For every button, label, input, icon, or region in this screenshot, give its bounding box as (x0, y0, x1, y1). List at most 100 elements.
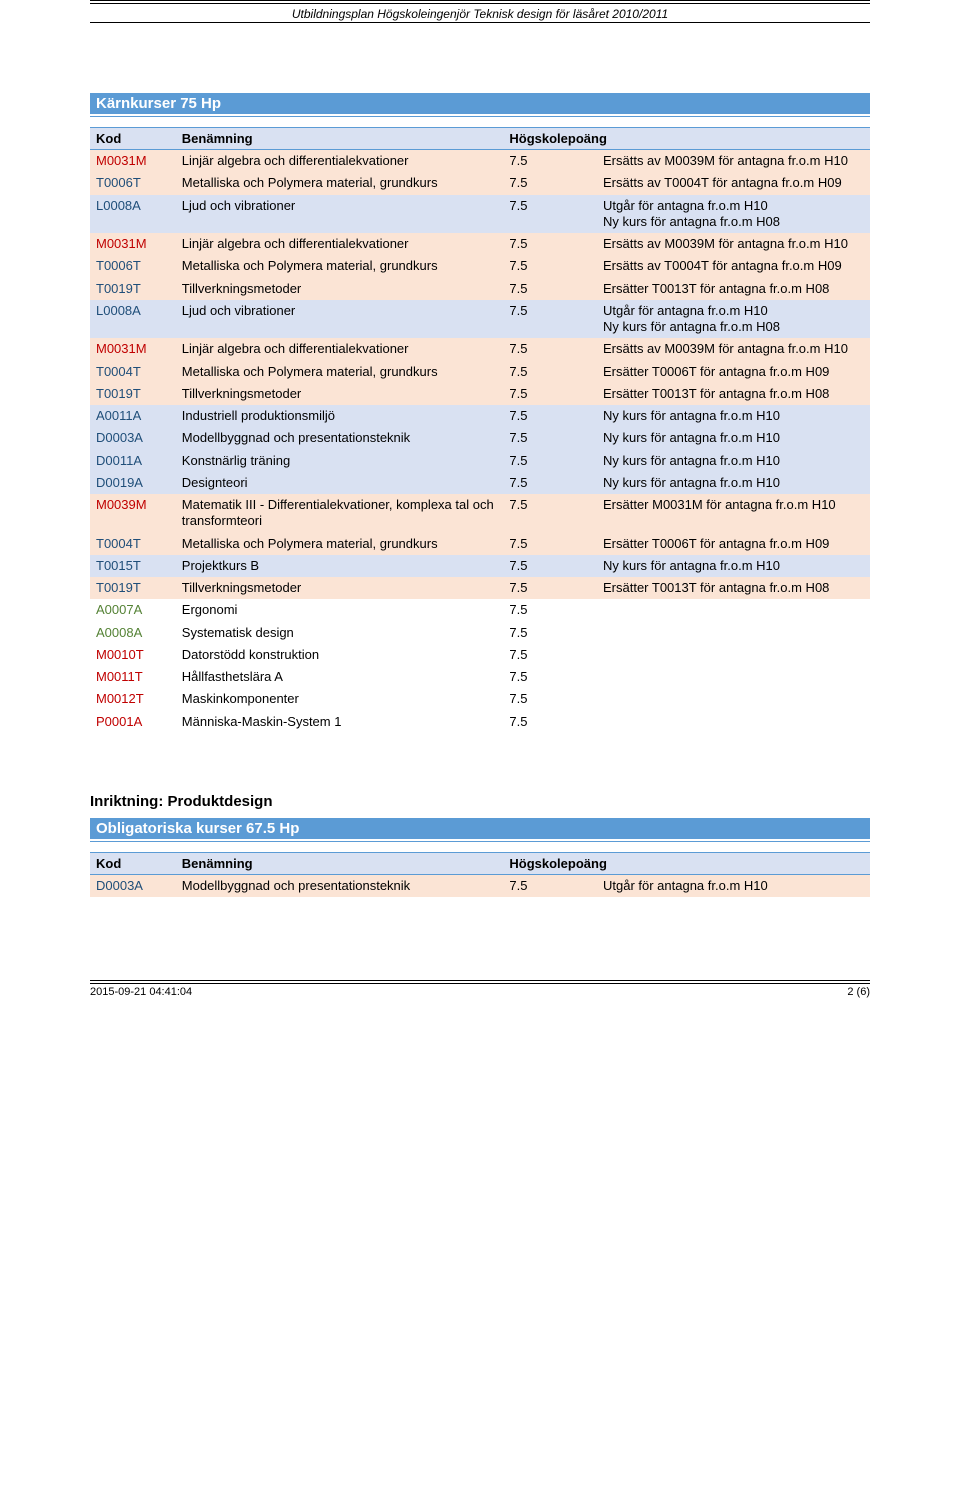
course-note (597, 644, 870, 666)
course-note: Ersätter T0006T för antagna fr.o.m H09 (597, 361, 870, 383)
course-note: Utgår för antagna fr.o.m H10Ny kurs för … (597, 300, 870, 339)
course-note: Ny kurs för antagna fr.o.m H10 (597, 427, 870, 449)
course-note: Ersätts av M0039M för antagna fr.o.m H10 (597, 150, 870, 173)
course-code: M0031M (90, 150, 176, 173)
course-name: Tillverkningsmetoder (176, 577, 504, 599)
course-code: T0004T (90, 361, 176, 383)
course-points: 7.5 (503, 255, 597, 277)
course-code: L0008A (90, 300, 176, 339)
course-code: T0015T (90, 555, 176, 577)
table-row: A0008ASystematisk design7.5 (90, 622, 870, 644)
header-text: Utbildningsplan Högskoleingenjör Teknisk… (90, 5, 870, 21)
course-name: Metalliska och Polymera material, grundk… (176, 255, 504, 277)
course-note (597, 599, 870, 621)
course-code: T0004T (90, 533, 176, 555)
course-code: T0019T (90, 278, 176, 300)
course-note (597, 688, 870, 710)
table-row: M0031MLinjär algebra och differentialekv… (90, 150, 870, 173)
course-name: Maskinkomponenter (176, 688, 504, 710)
course-points: 7.5 (503, 405, 597, 427)
course-name: Ljud och vibrationer (176, 195, 504, 234)
course-code: T0019T (90, 383, 176, 405)
course-points: 7.5 (503, 555, 597, 577)
course-points: 7.5 (503, 450, 597, 472)
course-code: M0011T (90, 666, 176, 688)
course-note: Ersätter T0006T för antagna fr.o.m H09 (597, 533, 870, 555)
column-header (597, 852, 870, 874)
course-code: T0019T (90, 577, 176, 599)
course-points: 7.5 (503, 472, 597, 494)
table-row: T0015TProjektkurs B7.5Ny kurs för antagn… (90, 555, 870, 577)
course-note: Ersätter T0013T för antagna fr.o.m H08 (597, 383, 870, 405)
content: Kärnkurser 75 Hp KodBenämningHögskolepoä… (0, 23, 960, 897)
course-name: Modellbyggnad och presentationsteknik (176, 874, 504, 897)
header-inner: Utbildningsplan Högskoleingenjör Teknisk… (90, 5, 870, 23)
course-note: Ny kurs för antagna fr.o.m H10 (597, 555, 870, 577)
course-points: 7.5 (503, 644, 597, 666)
course-points: 7.5 (503, 599, 597, 621)
footer-row: 2015-09-21 04:41:04 2 (6) (90, 986, 870, 998)
course-note: Ny kurs för antagna fr.o.m H10 (597, 472, 870, 494)
course-note (597, 666, 870, 688)
course-code: P0001A (90, 711, 176, 733)
course-note: Ersätts av M0039M för antagna fr.o.m H10 (597, 338, 870, 360)
course-points: 7.5 (503, 577, 597, 599)
course-name: Tillverkningsmetoder (176, 383, 504, 405)
table-row: D0003AModellbyggnad och presentationstek… (90, 874, 870, 897)
course-code: D0003A (90, 874, 176, 897)
course-name: Industriell produktionsmiljö (176, 405, 504, 427)
course-code: M0010T (90, 644, 176, 666)
table-row: T0004TMetalliska och Polymera material, … (90, 533, 870, 555)
course-points: 7.5 (503, 278, 597, 300)
section2-heading: Inriktning: Produktdesign (90, 793, 870, 810)
table-row: L0008ALjud och vibrationer7.5Utgår för a… (90, 300, 870, 339)
course-name: Designteori (176, 472, 504, 494)
course-points: 7.5 (503, 300, 597, 339)
course-code: T0006T (90, 172, 176, 194)
course-name: Metalliska och Polymera material, grundk… (176, 361, 504, 383)
table-row: T0006TMetalliska och Polymera material, … (90, 255, 870, 277)
column-header: Kod (90, 128, 176, 150)
course-code: M0031M (90, 233, 176, 255)
table2-body: D0003AModellbyggnad och presentationstek… (90, 874, 870, 897)
course-name: Linjär algebra och differentialekvatione… (176, 338, 504, 360)
footer-page: 2 (6) (847, 986, 870, 998)
course-name: Hållfasthetslära A (176, 666, 504, 688)
course-table-2: KodBenämningHögskolepoäng D0003AModellby… (90, 852, 870, 897)
course-name: Linjär algebra och differentialekvatione… (176, 150, 504, 173)
table2-header-row: KodBenämningHögskolepoäng (90, 852, 870, 874)
table-row: T0006TMetalliska och Polymera material, … (90, 172, 870, 194)
column-header: Kod (90, 852, 176, 874)
course-code: A0008A (90, 622, 176, 644)
course-note: Ny kurs för antagna fr.o.m H10 (597, 450, 870, 472)
table-row: A0011AIndustriell produktionsmiljö7.5Ny … (90, 405, 870, 427)
course-name: Metalliska och Polymera material, grundk… (176, 172, 504, 194)
course-points: 7.5 (503, 361, 597, 383)
course-points: 7.5 (503, 383, 597, 405)
table-row: T0019TTillverkningsmetoder7.5Ersätter T0… (90, 383, 870, 405)
course-code: M0012T (90, 688, 176, 710)
doc-header: Utbildningsplan Högskoleingenjör Teknisk… (0, 0, 960, 23)
course-points: 7.5 (503, 711, 597, 733)
course-code: D0019A (90, 472, 176, 494)
table-row: M0011THållfasthetslära A7.5 (90, 666, 870, 688)
course-note: Utgår för antagna fr.o.m H10 (597, 874, 870, 897)
course-note (597, 711, 870, 733)
course-code: A0007A (90, 599, 176, 621)
table-row: T0004TMetalliska och Polymera material, … (90, 361, 870, 383)
course-name: Projektkurs B (176, 555, 504, 577)
table-row: A0007AErgonomi7.5 (90, 599, 870, 621)
course-name: Tillverkningsmetoder (176, 278, 504, 300)
section1-rule (90, 116, 870, 117)
course-points: 7.5 (503, 150, 597, 173)
course-points: 7.5 (503, 427, 597, 449)
course-points: 7.5 (503, 233, 597, 255)
course-code: L0008A (90, 195, 176, 234)
table-row: T0019TTillverkningsmetoder7.5Ersätter T0… (90, 577, 870, 599)
course-note: Ny kurs för antagna fr.o.m H10 (597, 405, 870, 427)
course-code: M0031M (90, 338, 176, 360)
course-points: 7.5 (503, 622, 597, 644)
course-note: Ersätts av T0004T för antagna fr.o.m H09 (597, 172, 870, 194)
column-header: Benämning (176, 128, 504, 150)
footer: 2015-09-21 04:41:04 2 (6) (0, 977, 960, 998)
